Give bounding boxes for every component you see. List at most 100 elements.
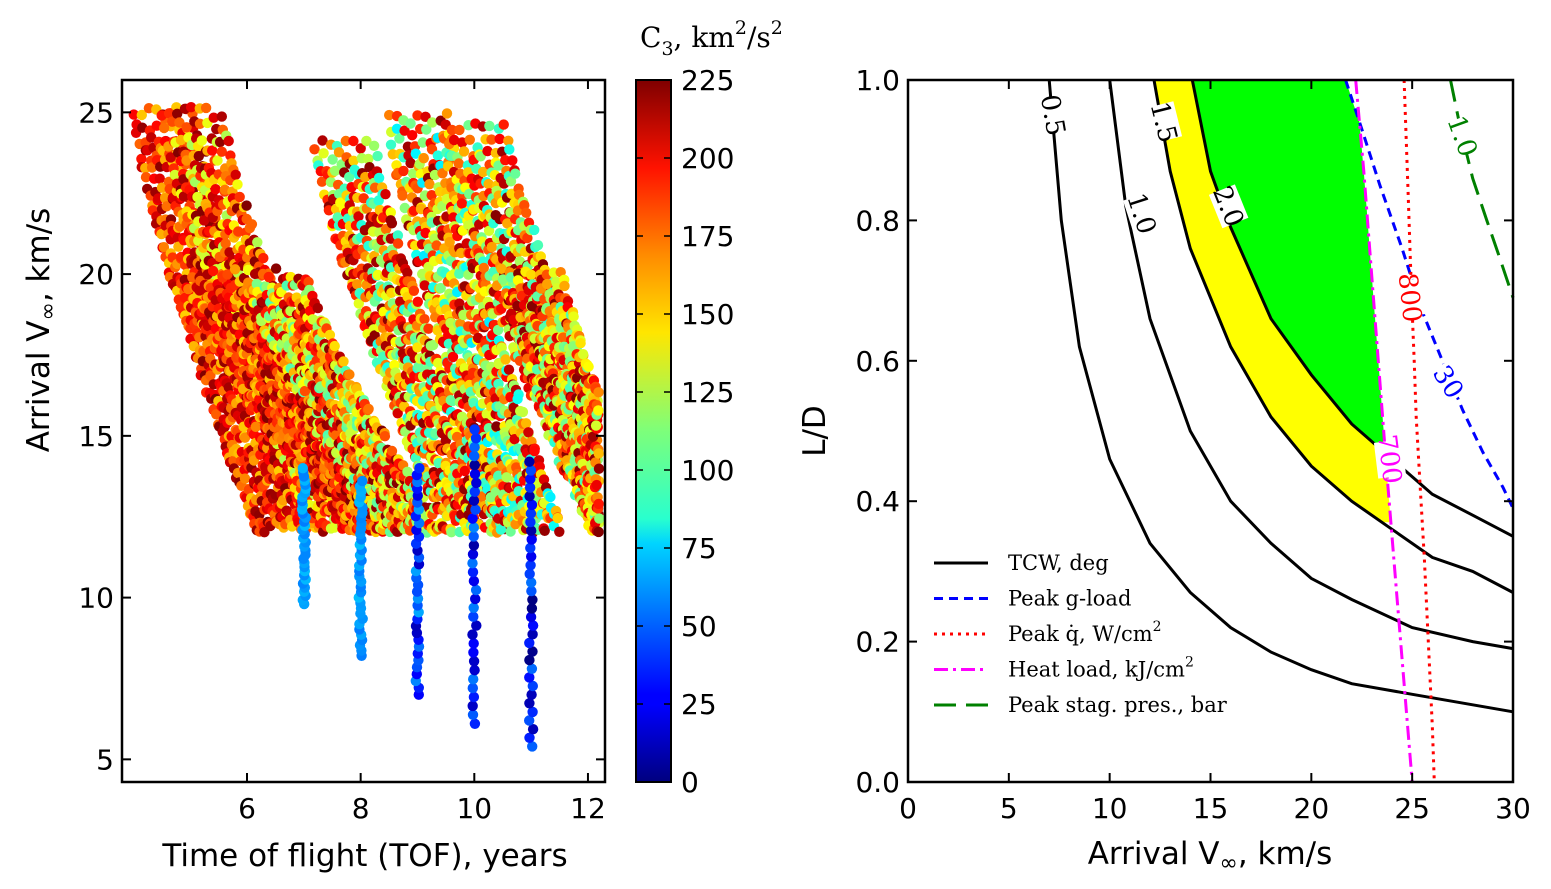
scatter-point — [192, 191, 203, 203]
scatter-point — [541, 278, 553, 290]
y-tick-label: 0.0 — [855, 766, 900, 799]
scatter-point — [386, 445, 398, 457]
scatter-point — [583, 361, 594, 372]
scatter-point — [467, 566, 479, 578]
scatter-point — [593, 405, 604, 416]
scatter-point — [230, 169, 241, 180]
scatter-point — [517, 406, 529, 418]
scatter-point — [338, 356, 349, 367]
colorbar-label: C3, km2/s2 — [640, 17, 783, 60]
scatter-points-group — [128, 102, 605, 752]
scatter-point — [526, 689, 537, 700]
y-tick-label: 0.6 — [855, 345, 900, 378]
x-tick-label: 12 — [570, 792, 606, 825]
scatter-point — [169, 169, 181, 181]
scatter-point — [552, 512, 563, 524]
colorbar-tick-label: 25 — [681, 688, 717, 721]
y-tick-label: 0.2 — [855, 626, 900, 659]
scatter-point — [146, 132, 157, 143]
scatter-point — [467, 558, 478, 569]
scatter-point — [454, 124, 465, 136]
left-y-axis-label: Arrival V∞, km/s — [21, 208, 61, 453]
scatter-point — [234, 191, 245, 203]
scatter-point — [140, 172, 152, 183]
scatter-point — [467, 682, 478, 694]
scatter-point — [568, 311, 579, 322]
scatter-point — [467, 549, 479, 560]
scatter-point — [468, 575, 480, 587]
scatter-point — [196, 135, 208, 146]
scatter-point — [498, 119, 509, 130]
colorbar-tick-label: 0 — [681, 766, 699, 799]
scatter-point — [249, 268, 261, 280]
scatter-point — [220, 238, 231, 249]
scatter-point — [468, 522, 479, 533]
x-tick-label: 6 — [238, 792, 256, 825]
scatter-point — [228, 455, 239, 466]
x-tick-label: 20 — [1294, 792, 1330, 825]
scatter-point — [246, 219, 258, 230]
scatter-point — [523, 427, 534, 438]
scatter-point — [469, 468, 481, 480]
contour-label: 30 — [1426, 360, 1469, 404]
scatter-point — [469, 665, 480, 676]
scatter-point — [208, 112, 219, 123]
scatter-point — [181, 122, 192, 133]
scatter-point — [545, 491, 556, 503]
scatter-point — [329, 340, 340, 352]
scatter-point — [593, 448, 604, 459]
scatter-point — [412, 296, 423, 307]
scatter-point — [363, 403, 374, 415]
scatter-point — [470, 593, 481, 605]
scatter-point — [146, 162, 158, 173]
scatter-point — [590, 420, 602, 431]
scatter-point — [494, 133, 505, 145]
scatter-point — [368, 140, 380, 151]
scatter-point — [380, 189, 391, 200]
scatter-point — [405, 118, 416, 129]
x-tick-label: 10 — [1092, 792, 1128, 825]
scatter-point — [577, 349, 589, 360]
scatter-point — [467, 709, 479, 720]
scatter-point — [252, 237, 263, 248]
scatter-point — [136, 153, 147, 165]
scatter-point — [468, 611, 479, 622]
scatter-point — [158, 242, 170, 253]
scatter-point — [414, 463, 425, 474]
x-tick-label: 10 — [456, 792, 492, 825]
scatter-point — [469, 718, 481, 729]
scatter-point — [402, 466, 413, 477]
y-tick-label: 10 — [78, 582, 114, 615]
y-tick-label: 20 — [78, 258, 114, 291]
scatter-point — [207, 145, 218, 156]
scatter-point — [469, 486, 480, 497]
scatter-point — [163, 108, 175, 119]
scatter-point — [507, 155, 518, 166]
scatter-point — [527, 620, 539, 631]
colorbar-gradient — [635, 79, 672, 783]
scatter-point — [165, 152, 176, 163]
scatter-point — [468, 674, 479, 685]
x-tick-label: 15 — [1193, 792, 1229, 825]
scatter-point — [392, 238, 404, 249]
scatter-point — [229, 264, 241, 275]
scatter-point — [424, 179, 435, 190]
scatter-point — [526, 499, 538, 511]
x-tick-label: 8 — [352, 792, 370, 825]
scatter-point — [469, 442, 480, 453]
x-tick-label: 25 — [1394, 792, 1430, 825]
scatter-point — [222, 269, 233, 280]
scatter-point — [379, 431, 391, 442]
scatter-point — [593, 526, 604, 538]
contour-label: 1.0 — [1120, 189, 1161, 238]
scatter-point — [270, 263, 282, 274]
colorbar-tick-label: 100 — [681, 454, 734, 487]
x-tick-label: 30 — [1495, 792, 1531, 825]
scatter-point — [263, 271, 274, 283]
series-line-7 — [1449, 79, 1515, 299]
scatter-point — [510, 168, 521, 179]
series-line-5 — [1402, 79, 1436, 783]
scatter-point — [423, 323, 434, 334]
